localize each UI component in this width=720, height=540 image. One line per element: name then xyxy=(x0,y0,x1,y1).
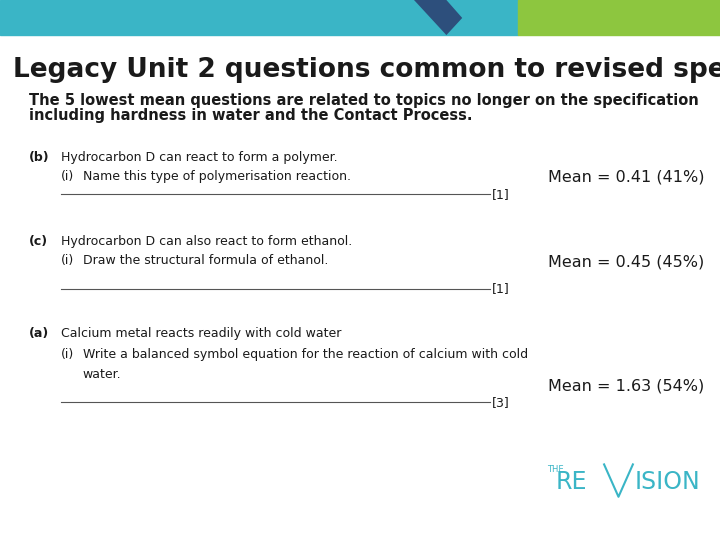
Text: (a): (a) xyxy=(29,327,49,340)
Text: water.: water. xyxy=(83,368,122,381)
Text: [1]: [1] xyxy=(492,282,510,295)
Text: Write a balanced symbol equation for the reaction of calcium with cold: Write a balanced symbol equation for the… xyxy=(83,348,528,361)
Text: (i): (i) xyxy=(61,254,74,267)
Text: Hydrocarbon D can also react to form ethanol.: Hydrocarbon D can also react to form eth… xyxy=(61,235,353,248)
Polygon shape xyxy=(446,0,508,35)
Text: The 5 lowest mean questions are related to topics no longer on the specification: The 5 lowest mean questions are related … xyxy=(29,93,698,108)
Text: Mean = 1.63 (54%): Mean = 1.63 (54%) xyxy=(548,379,705,394)
Text: Name this type of polymerisation reaction.: Name this type of polymerisation reactio… xyxy=(83,170,351,183)
Text: (b): (b) xyxy=(29,151,50,164)
Text: including hardness in water and the Contact Process.: including hardness in water and the Cont… xyxy=(29,108,472,123)
Text: THE: THE xyxy=(547,464,564,474)
Text: Calcium metal reacts readily with cold water: Calcium metal reacts readily with cold w… xyxy=(61,327,341,340)
Text: (c): (c) xyxy=(29,235,48,248)
Text: [1]: [1] xyxy=(492,188,510,201)
Text: Mean = 0.41 (41%): Mean = 0.41 (41%) xyxy=(548,170,705,185)
Text: [3]: [3] xyxy=(492,396,510,409)
Text: Mean = 0.45 (45%): Mean = 0.45 (45%) xyxy=(548,254,705,269)
Text: (i): (i) xyxy=(61,170,74,183)
Text: Draw the structural formula of ethanol.: Draw the structural formula of ethanol. xyxy=(83,254,328,267)
Text: RE: RE xyxy=(556,470,588,494)
Bar xyxy=(518,0,720,35)
Polygon shape xyxy=(414,0,479,35)
Bar xyxy=(0,0,518,35)
Text: (i): (i) xyxy=(61,348,74,361)
Text: Legacy Unit 2 questions common to revised specification: Legacy Unit 2 questions common to revise… xyxy=(13,57,720,83)
Text: Hydrocarbon D can react to form a polymer.: Hydrocarbon D can react to form a polyme… xyxy=(61,151,338,164)
Text: ISION: ISION xyxy=(635,470,701,494)
